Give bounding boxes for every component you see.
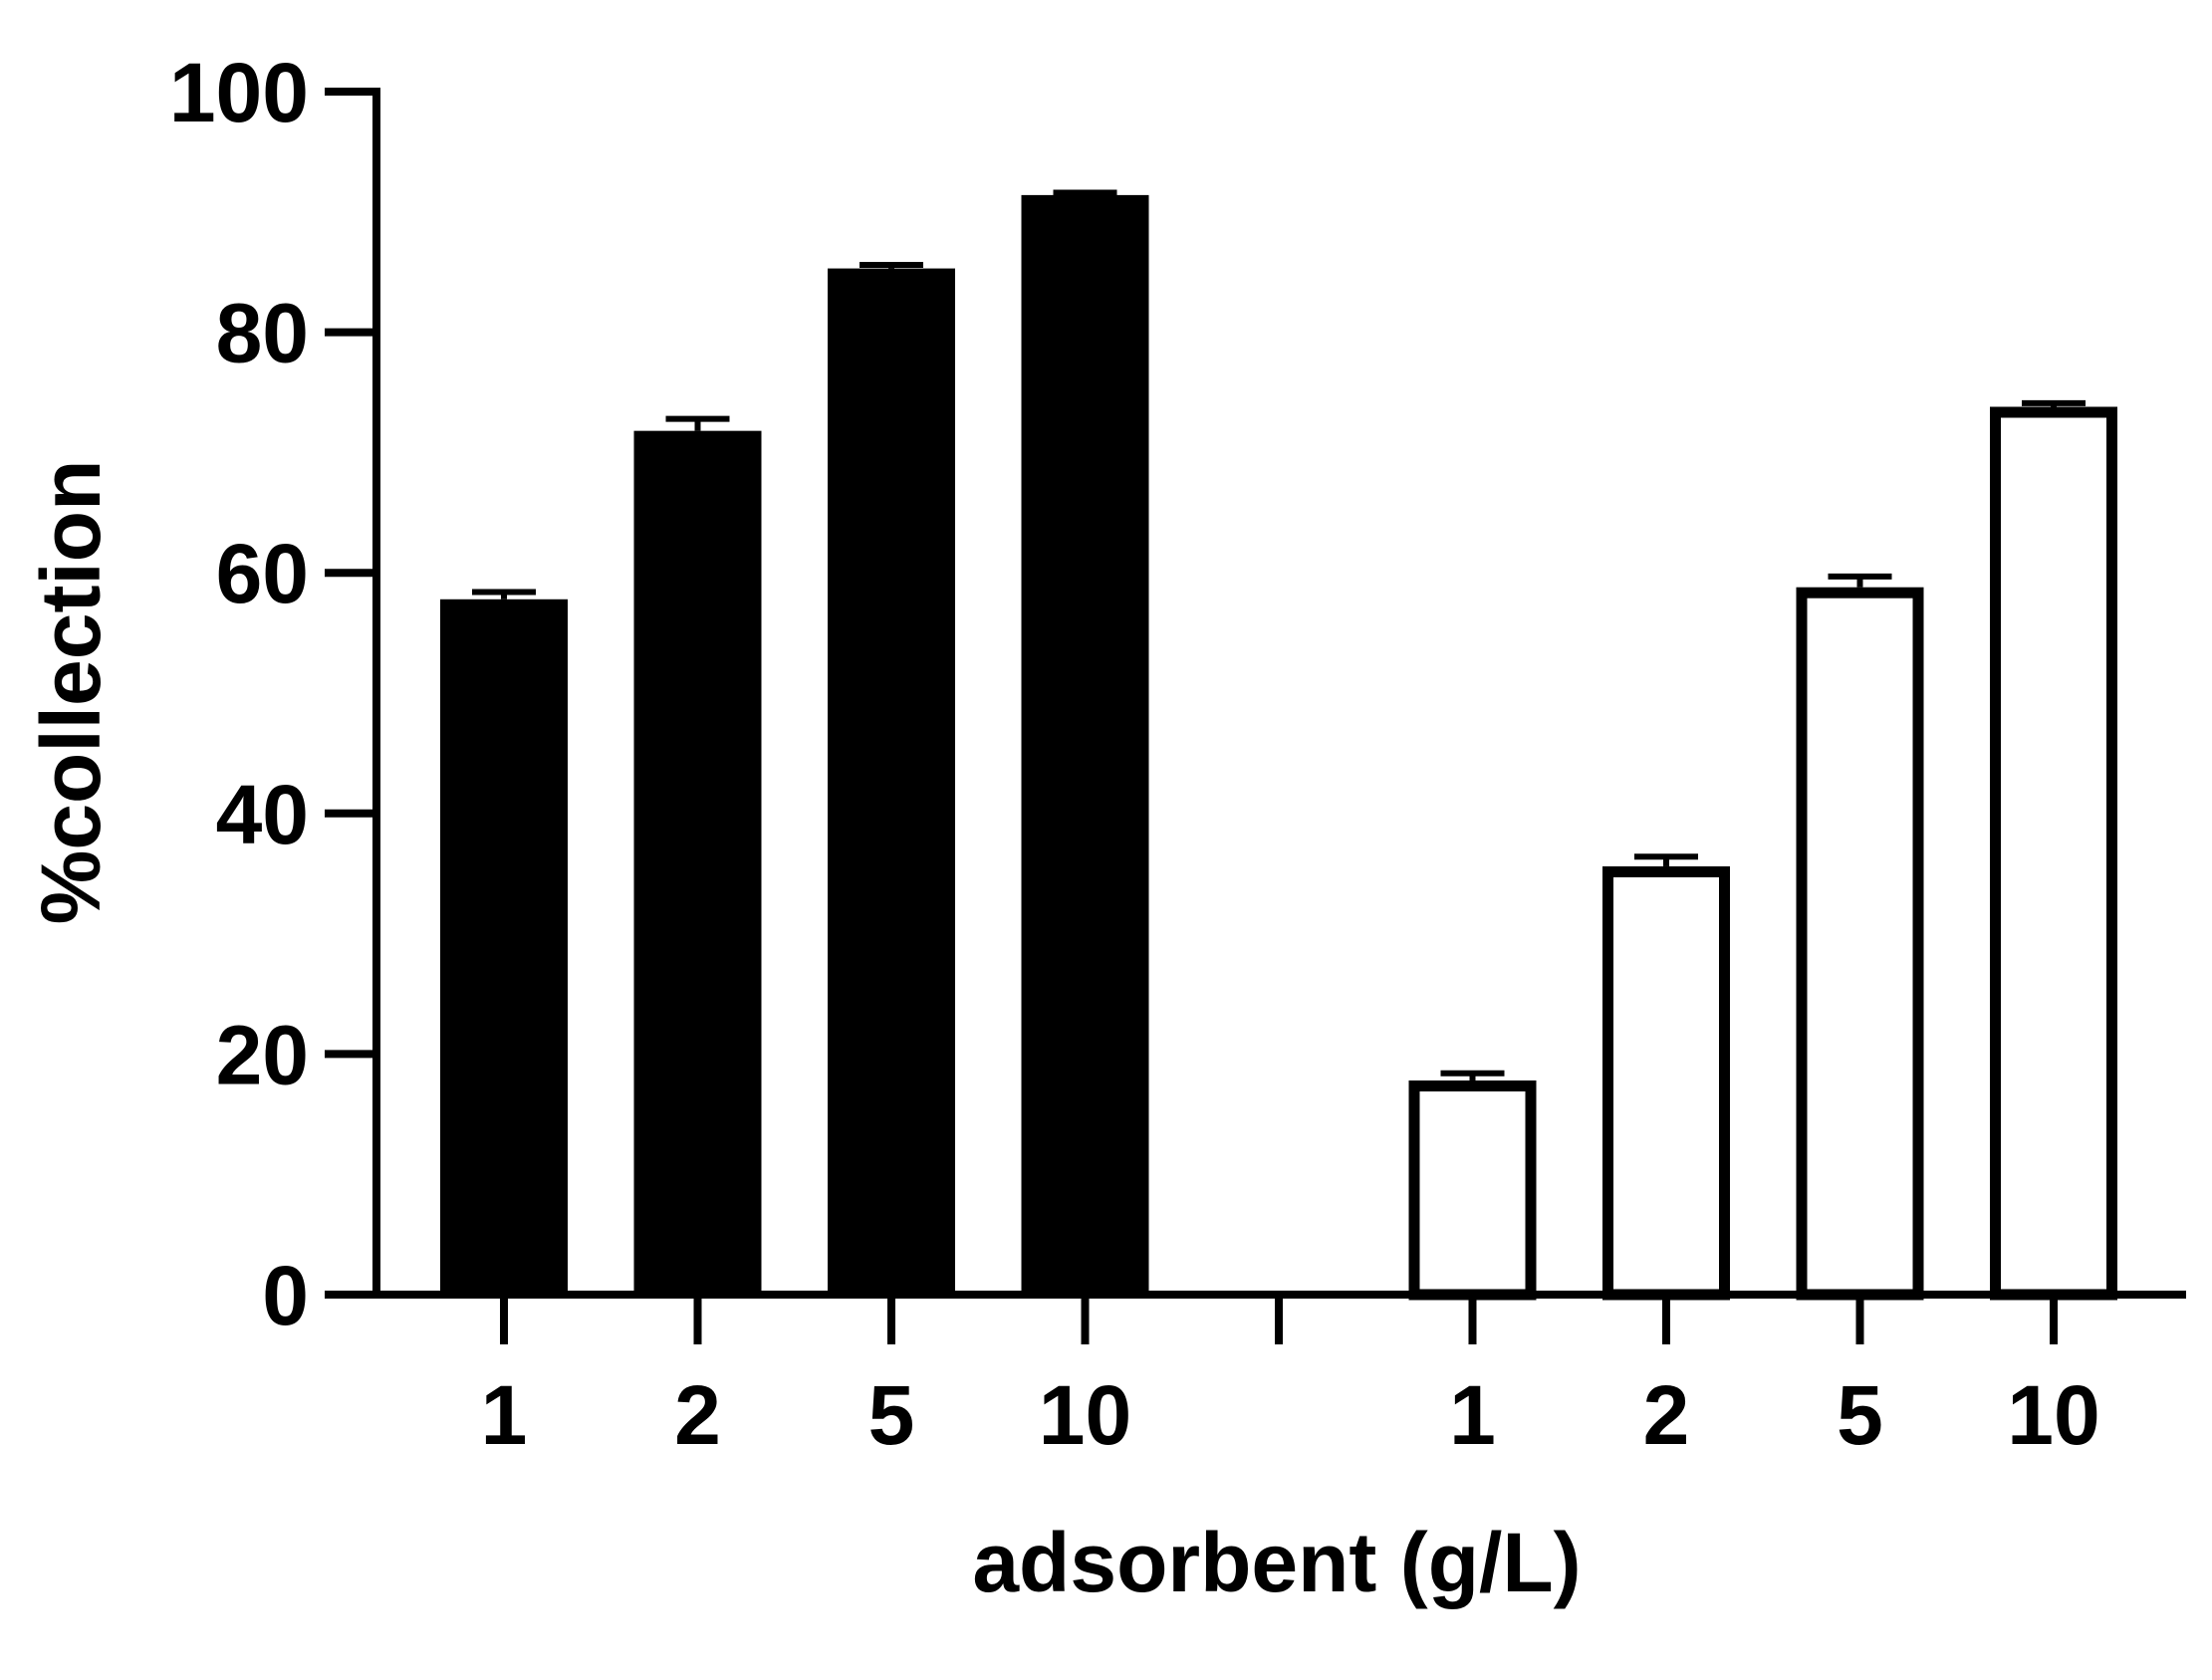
bar-outline [1602, 865, 1730, 1301]
y-tick-label: 60 [216, 527, 309, 620]
y-tick-label: 40 [216, 768, 309, 861]
bar-filled [633, 430, 762, 1295]
bar-outline [1796, 587, 1924, 1301]
axes-layer [325, 88, 2186, 1299]
x-tick-label: 2 [1643, 1368, 1690, 1462]
y-axis-title: %collection [24, 460, 118, 925]
x-tick-label: 5 [1837, 1368, 1883, 1462]
bars-layer [440, 189, 2117, 1301]
x-axis-title: adsorbent (g/L) [972, 1516, 1581, 1609]
bar-outline [1408, 1080, 1537, 1301]
y-tick-label: 100 [169, 46, 309, 139]
x-tick-label: 10 [2007, 1368, 2099, 1462]
y-tick-label: 80 [216, 287, 309, 380]
x-tick-label: 1 [1449, 1368, 1496, 1462]
x-tick-label: 5 [868, 1368, 915, 1462]
y-ticks: 0 20 40 60 80 100 [169, 46, 376, 1342]
y-tick-label: 20 [216, 1008, 309, 1101]
bar-filled [440, 599, 568, 1295]
bar-filled [828, 268, 955, 1296]
x-tick-label: 2 [674, 1368, 721, 1462]
x-ticks: 1 2 5 10 1 2 5 10 [481, 1295, 2100, 1462]
x-tick-label: 10 [1039, 1368, 1131, 1462]
bar-outline [1990, 406, 2117, 1301]
x-tick-label: 1 [481, 1368, 528, 1462]
y-tick-label: 0 [262, 1249, 309, 1342]
bar-filled [1021, 194, 1149, 1296]
